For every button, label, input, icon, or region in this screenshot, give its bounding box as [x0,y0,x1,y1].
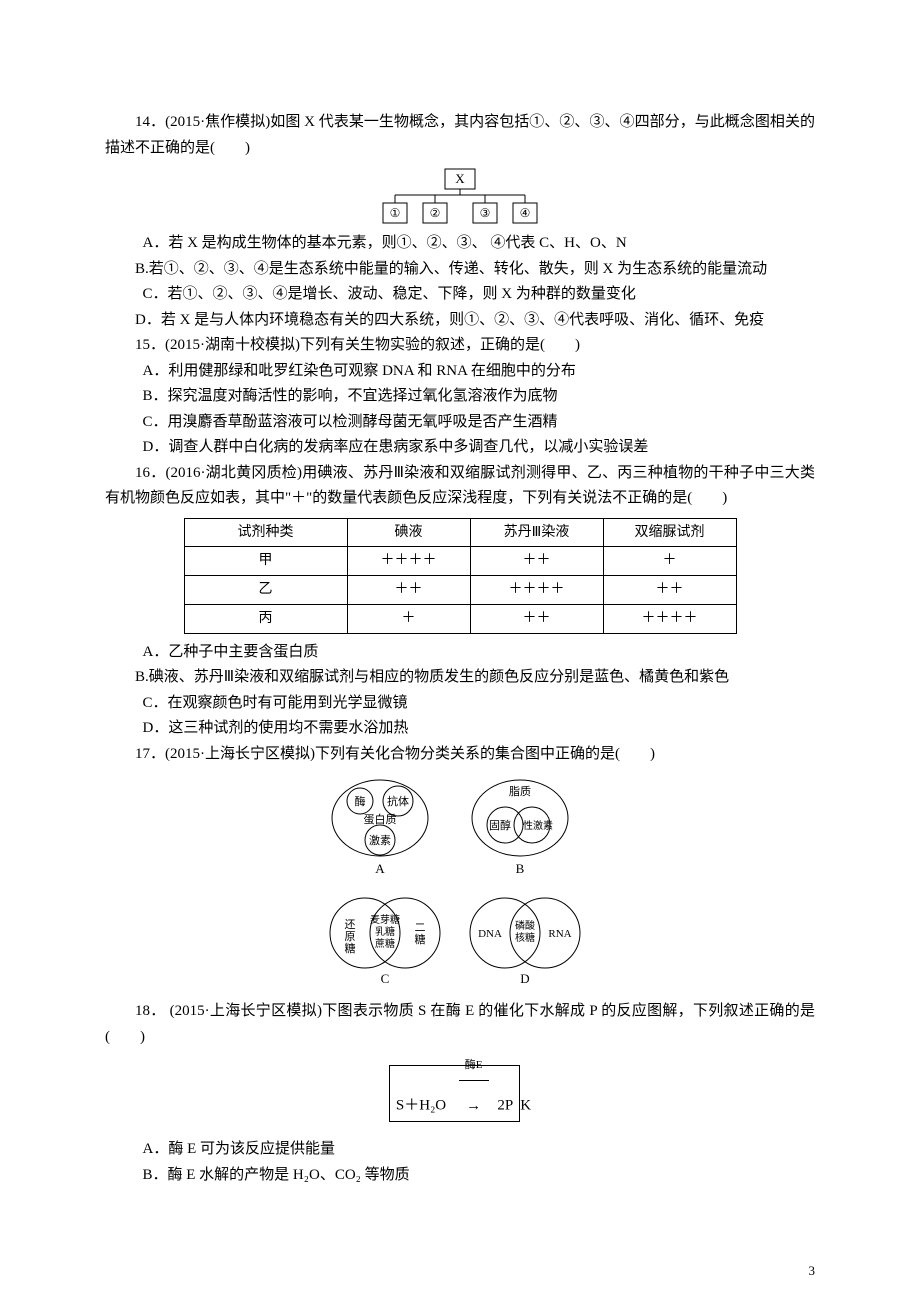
svg-text:B: B [516,861,525,876]
th-sudan: 苏丹Ⅲ染液 [470,518,603,547]
q16-prompt: 16．(2016·湖北黄冈质检)用碘液、苏丹Ⅲ染液和双缩脲试剂测得甲、乙、丙三种… [105,461,815,512]
table-row: 甲 ＋＋＋＋ ＋＋ ＋ [184,547,736,576]
node-2: ② [430,206,441,220]
q14-b: B.若①、②、③、④是生态系统中能量的输入、传递、转化、散失，则 X 为生态系统… [105,257,815,283]
q18-a: A．酶 E 可为该反应提供能量 [105,1137,815,1163]
q17-venn: 酶 抗体 蛋白质 激素 A 脂质 固醇 性激素 B 还 原 糖 麦芽糖 乳糖 蔗… [105,773,815,993]
svg-text:激素: 激素 [369,833,391,847]
q14-d: D．若 X 是与人体内环境稳态有关的四大系统，则①、②、③、④代表呼吸、消化、循… [105,308,815,334]
q16-d: D．这三种试剂的使用均不需要水浴加热 [105,716,815,742]
svg-text:D: D [520,971,529,986]
node-1: ① [390,206,401,220]
svg-text:性激素: 性激素 [523,819,553,832]
page-number: 3 [809,1260,816,1282]
q16-a: A．乙种子中主要含蛋白质 [105,640,815,666]
svg-text:核糖: 核糖 [515,931,535,944]
svg-text:固醇: 固醇 [489,818,511,832]
svg-text:DNA: DNA [478,928,502,940]
q15-c: C．用溴麝香草酚蓝溶液可以检测酵母菌无氧呼吸是否产生酒精 [105,410,815,436]
q14-a: A．若 X 是构成生物体的基本元素，则①、②、③、 ④代表 C、H、O、N [105,231,815,257]
svg-text:二: 二 [415,922,426,934]
q15-a: A．利用健那绿和吡罗红染色可观察 DNA 和 RNA 在细胞中的分布 [105,359,815,385]
svg-text:麦芽糖: 麦芽糖 [370,913,400,926]
th-iodine: 碘液 [347,518,470,547]
eq-arrow-label: 酶E [454,1056,494,1075]
q14-c: C．若①、②、③、④是增长、波动、稳定、下降，则 X 为种群的数量变化 [105,282,815,308]
q17-prompt: 17．(2015·上海长宁区模拟)下列有关化合物分类关系的集合图中正确的是( ) [105,742,815,768]
svg-text:还: 还 [345,918,356,931]
concept-tree-svg: X ① ② ③ ④ [375,167,545,225]
svg-text:磷酸: 磷酸 [515,919,535,932]
svg-text:糖: 糖 [415,932,426,946]
svg-text:脂质: 脂质 [509,784,531,798]
svg-text:蛋白质: 蛋白质 [364,812,397,826]
q16-table: 试剂种类 碘液 苏丹Ⅲ染液 双缩脲试剂 甲 ＋＋＋＋ ＋＋ ＋ 乙 ＋＋ ＋＋＋… [184,518,737,634]
node-x: X [455,171,465,186]
th-biuret: 双缩脲试剂 [603,518,736,547]
svg-text:原: 原 [345,931,356,943]
eq-lhs: S＋H₂O [396,1098,446,1114]
eq-rhs: 2P [497,1098,513,1114]
document-page: 14．(2015·焦作模拟)如图 X 代表某一生物概念，其内容包括①、②、③、④… [0,0,920,1302]
svg-text:糖: 糖 [345,941,356,955]
q15-b: B．探究温度对酶活性的影响，不宜选择过氧化氢溶液作为底物 [105,384,815,410]
th-reagent: 试剂种类 [184,518,347,547]
q16-b: B.碘液、苏丹Ⅲ染液和双缩脲试剂与相应的物质发生的颜色反应分别是蓝色、橘黄色和紫… [105,665,815,691]
q18-prompt: 18． (2015·上海长宁区模拟)下图表示物质 S 在酶 E 的催化下水解成 … [105,999,815,1050]
svg-text:蔗糖: 蔗糖 [375,937,395,950]
venn-svg: 酶 抗体 蛋白质 激素 A 脂质 固醇 性激素 B 还 原 糖 麦芽糖 乳糖 蔗… [310,773,610,993]
q16-c: C．在观察颜色时有可能用到光学显微镜 [105,691,815,717]
q14-diagram: X ① ② ③ ④ [105,167,815,225]
table-row: 丙 ＋ ＋＋ ＋＋＋＋ [184,604,736,633]
svg-text:乳糖: 乳糖 [375,925,395,938]
q18-equation: S＋H₂O 酶E → 2P K [105,1065,815,1122]
svg-text:RNA: RNA [548,928,571,940]
table-row: 试剂种类 碘液 苏丹Ⅲ染液 双缩脲试剂 [184,518,736,547]
q14-prompt: 14．(2015·焦作模拟)如图 X 代表某一生物概念，其内容包括①、②、③、④… [105,110,815,161]
svg-text:抗体: 抗体 [387,794,409,808]
node-4: ④ [520,206,531,220]
node-3: ③ [480,206,491,220]
q18-b: B．酶 E 水解的产物是 H₂O、CO₂ 等物质 [105,1163,815,1189]
q15-d: D．调查人群中白化病的发病率应在患病家系中多调查几代，以减小实验误差 [105,435,815,461]
svg-text:A: A [375,861,385,876]
svg-text:C: C [381,971,390,986]
eq-tail: K [520,1098,531,1114]
svg-text:酶: 酶 [355,795,366,808]
table-row: 乙 ＋＋ ＋＋＋＋ ＋＋ [184,576,736,605]
q15-prompt: 15．(2015·湖南十校模拟)下列有关生物实验的叙述，正确的是( ) [105,333,815,359]
